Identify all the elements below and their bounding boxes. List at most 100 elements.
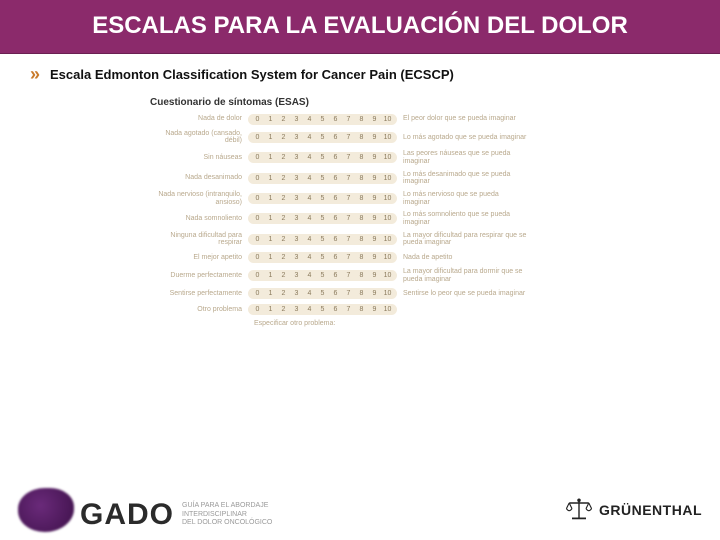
scale-number: 2 [279, 254, 288, 261]
scale-number: 3 [292, 306, 301, 313]
scale-number: 1 [266, 236, 275, 243]
row-left-label: Otro problema [150, 306, 248, 314]
questionnaire-row: Nada agotado (cansado, débil)01234567891… [150, 130, 570, 145]
scale-number: 2 [279, 175, 288, 182]
scale-number: 2 [279, 134, 288, 141]
scale-number: 1 [266, 154, 275, 161]
scale-number: 7 [344, 154, 353, 161]
subtitle-row: » Escala Edmonton Classification System … [0, 54, 720, 91]
row-left-label: Ninguna dificultad para respirar [150, 232, 248, 247]
scale-number: 1 [266, 215, 275, 222]
scale-number: 5 [318, 215, 327, 222]
scale-number: 9 [370, 134, 379, 141]
scale-number: 7 [344, 134, 353, 141]
scale-number: 1 [266, 306, 275, 313]
scale-number: 10 [383, 236, 392, 243]
scale-number: 9 [370, 116, 379, 123]
scale-number: 10 [383, 195, 392, 202]
scale-number: 7 [344, 290, 353, 297]
footer-right: GRÜNENTHAL [565, 497, 702, 523]
subtitle-text: Escala Edmonton Classification System fo… [50, 67, 454, 82]
footer-left: GADO GUÍA PARA EL ABORDAJE INTERDISCIPLI… [18, 488, 272, 532]
scale-number: 2 [279, 236, 288, 243]
scale-icon [565, 497, 593, 523]
scale-number: 3 [292, 215, 301, 222]
scale-number: 10 [383, 154, 392, 161]
row-left-label: Nada de dolor [150, 115, 248, 123]
scale-number: 10 [383, 306, 392, 313]
scale-number: 6 [331, 272, 340, 279]
scale-number: 3 [292, 272, 301, 279]
scale-number: 0 [253, 254, 262, 261]
scale-number: 8 [357, 134, 366, 141]
scale-number: 8 [357, 290, 366, 297]
scale-number: 9 [370, 215, 379, 222]
gado-logo-text: GADO [80, 498, 174, 532]
row-left-label: Sentirse perfectamente [150, 290, 248, 298]
scale-number: 2 [279, 116, 288, 123]
scale-number: 10 [383, 116, 392, 123]
scale-number: 3 [292, 116, 301, 123]
scale-number: 4 [305, 306, 314, 313]
scale-number: 5 [318, 306, 327, 313]
scale-number: 9 [370, 290, 379, 297]
gado-sub-line1: GUÍA PARA EL ABORDAJE [182, 502, 272, 511]
row-scale: 012345678910 [248, 173, 397, 184]
questionnaire-row: El mejor apetito012345678910Nada de apet… [150, 252, 570, 263]
questionnaire-row: Sentirse perfectamente012345678910Sentir… [150, 288, 570, 299]
title-bar: ESCALAS PARA LA EVALUACIÓN DEL DOLOR [0, 0, 720, 54]
scale-number: 0 [253, 236, 262, 243]
row-right-label: Lo más nervioso que se pueda imaginar [397, 191, 527, 206]
company-name: GRÜNENTHAL [599, 502, 702, 518]
scale-number: 4 [305, 254, 314, 261]
row-left-label: Nada somnoliento [150, 215, 248, 223]
scale-number: 8 [357, 306, 366, 313]
scale-number: 6 [331, 116, 340, 123]
row-scale: 012345678910 [248, 234, 397, 245]
questionnaire-rows: Nada de dolor012345678910El peor dolor q… [150, 114, 570, 316]
gado-logo-block: GADO GUÍA PARA EL ABORDAJE INTERDISCIPLI… [80, 498, 272, 532]
scale-number: 5 [318, 175, 327, 182]
scale-number: 9 [370, 254, 379, 261]
scale-number: 8 [357, 236, 366, 243]
row-left-label: Nada nervioso (intranquilo, ansioso) [150, 191, 248, 206]
scale-number: 1 [266, 272, 275, 279]
row-left-label: Nada agotado (cansado, débil) [150, 130, 248, 145]
scale-number: 3 [292, 254, 301, 261]
scale-number: 6 [331, 306, 340, 313]
row-left-label: El mejor apetito [150, 254, 248, 262]
scale-number: 7 [344, 236, 353, 243]
row-scale: 012345678910 [248, 132, 397, 143]
row-right-label: Lo más agotado que se pueda imaginar [397, 134, 527, 142]
scale-number: 7 [344, 254, 353, 261]
row-scale: 012345678910 [248, 152, 397, 163]
scale-number: 8 [357, 272, 366, 279]
scale-number: 5 [318, 134, 327, 141]
scale-number: 9 [370, 236, 379, 243]
scale-number: 10 [383, 134, 392, 141]
row-right-label: Lo más somnoliento que se pueda imaginar [397, 211, 527, 226]
row-left-label: Sin náuseas [150, 154, 248, 162]
scale-number: 2 [279, 272, 288, 279]
scale-number: 6 [331, 290, 340, 297]
scale-number: 8 [357, 175, 366, 182]
row-scale: 012345678910 [248, 213, 397, 224]
scale-number: 8 [357, 215, 366, 222]
scale-number: 8 [357, 154, 366, 161]
scale-number: 6 [331, 175, 340, 182]
scale-number: 5 [318, 272, 327, 279]
scale-number: 10 [383, 290, 392, 297]
bullet-icon: » [30, 64, 40, 85]
row-scale: 012345678910 [248, 270, 397, 281]
scale-number: 10 [383, 175, 392, 182]
scale-number: 6 [331, 254, 340, 261]
row-right-label: Lo más desanimado que se pueda imaginar [397, 171, 527, 186]
scale-number: 5 [318, 254, 327, 261]
scale-number: 7 [344, 195, 353, 202]
row-left-label: Nada desanimado [150, 174, 248, 182]
scale-number: 6 [331, 215, 340, 222]
scale-number: 9 [370, 306, 379, 313]
scale-number: 1 [266, 290, 275, 297]
questionnaire-row: Duerme perfectamente012345678910La mayor… [150, 268, 570, 283]
scale-number: 1 [266, 254, 275, 261]
